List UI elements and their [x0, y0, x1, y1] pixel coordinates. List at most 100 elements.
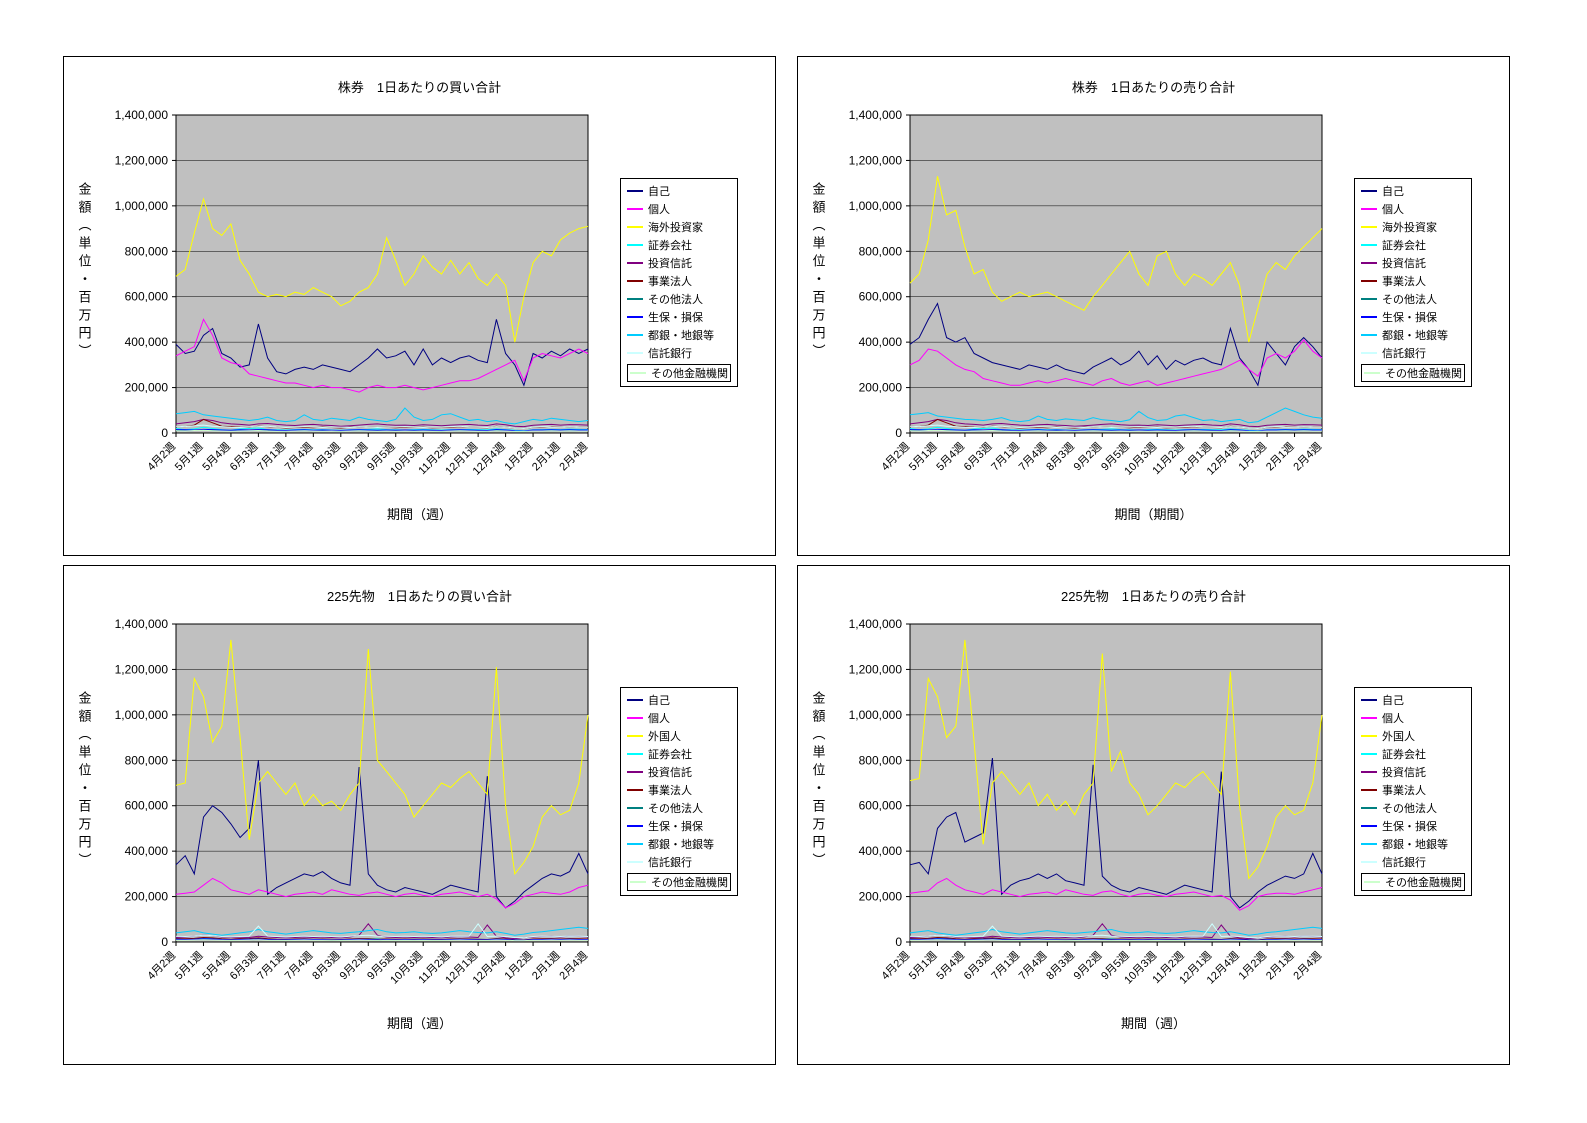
legend-swatch — [627, 842, 643, 845]
x-tick-label: 1月2週 — [1236, 949, 1269, 982]
chart-panel-futures-sell: 225先物 1日あたりの売り合計 金額（単位・百万円） 0 200,000 400,… — [797, 565, 1510, 1065]
legend-swatch — [627, 698, 643, 701]
legend-item: 生保・損保 — [627, 309, 731, 325]
x-tick-label: 8月3週 — [310, 440, 343, 473]
y-tick-label: 600,000 — [859, 290, 903, 304]
legend-swatch — [627, 261, 643, 264]
x-tick-label: 7月4週 — [282, 949, 315, 982]
legend-label: 外国人 — [648, 730, 681, 743]
plot-background — [909, 114, 1323, 434]
legend-item: その他金融機関 — [627, 872, 731, 891]
legend-item: 投資信託 — [627, 255, 731, 271]
y-tick-label: 400,000 — [125, 844, 169, 858]
chart-body: 金額（単位・百万円） 0 200,000 400,000 600,000 800,000… — [798, 612, 1509, 1010]
legend-item: 生保・損保 — [1361, 818, 1465, 834]
series-line-都銀・地銀等 — [175, 926, 589, 936]
legend-swatch — [1361, 716, 1377, 719]
legend: 自己 個人 海外投資家 証券会社 投資信託 事業法人 その他法人 生保・損保 都銀・地銀等 信託銀… — [620, 177, 738, 387]
series-line-その他金融機関 — [175, 429, 588, 432]
legend-label: その他法人 — [648, 802, 703, 815]
x-tick-label: 6月3週 — [227, 440, 260, 473]
legend-swatch — [630, 371, 646, 374]
x-tick-label: 7月4週 — [1016, 440, 1049, 473]
y-axis-title: 金額（単位・百万円） — [76, 691, 92, 871]
legend: 自己 個人 外国人 証券会社 投資信託 事業法人 その他法人 生保・損保 都銀・地銀等 信託銀行そ… — [1354, 686, 1472, 896]
y-axis-title: 金額（単位・百万円） — [76, 182, 92, 362]
plot-background — [175, 114, 589, 434]
x-tick-label: 4月2週 — [145, 440, 178, 473]
legend-item: その他法人 — [627, 291, 731, 307]
x-tick-label: 7月4週 — [282, 440, 315, 473]
legend-label: 証券会社 — [1382, 239, 1426, 252]
legend-swatch — [627, 860, 643, 863]
series-line-自己 — [909, 302, 1323, 387]
y-tick-label: 0 — [161, 935, 168, 949]
series-line-生保・損保 — [909, 938, 1322, 941]
legend-swatch — [1361, 333, 1377, 336]
legend-swatch — [630, 880, 646, 883]
legend-item: 信託銀行 — [1361, 854, 1465, 870]
legend-swatch — [627, 333, 643, 336]
legend: 自己 個人 海外投資家 証券会社 投資信託 事業法人 その他法人 生保・損保 都銀・地銀等 信託銀… — [1354, 177, 1472, 387]
x-tick-label: 9月2週 — [1071, 440, 1104, 473]
x-tick-label: 9月2週 — [337, 949, 370, 982]
legend-item: 外国人 — [1361, 728, 1465, 744]
x-tick-label: 7月1週 — [255, 440, 288, 473]
y-tick-label: 600,000 — [125, 290, 169, 304]
legend-item: 証券会社 — [627, 746, 731, 762]
legend-swatch — [627, 189, 643, 192]
chart-panel-stocks-buy: 株券 1日あたりの買い合計 金額（単位・百万円） 0 200,000 400,000… — [63, 56, 776, 556]
legend-swatch — [1361, 788, 1377, 791]
x-tick-label: 5月1週 — [906, 949, 939, 982]
legend-item: 投資信託 — [627, 764, 731, 780]
legend-swatch — [1361, 297, 1377, 300]
x-tick-label: 6月3週 — [227, 949, 260, 982]
plot-area: 0 200,000 400,000 600,000 800,000 1,000,000 1,… — [849, 108, 1325, 478]
series-line-生保・損保 — [175, 428, 588, 432]
legend-swatch — [627, 297, 643, 300]
x-axis-title: 期間（週） — [386, 507, 452, 522]
legend-label: 都銀・地銀等 — [1382, 838, 1448, 851]
x-tick-label: 2月4週 — [1291, 949, 1324, 982]
legend-label: 都銀・地銀等 — [1382, 329, 1448, 342]
legend: 自己 個人 外国人 証券会社 投資信託 事業法人 その他法人 生保・損保 都銀・地銀等 信託銀行そ… — [620, 686, 738, 896]
chart-body: 金額（単位・百万円） 0 200,000 400,000 600,000 800,000… — [64, 612, 775, 1010]
legend-swatch — [627, 279, 643, 282]
legend-label: 事業法人 — [1382, 275, 1426, 288]
legend-swatch — [1361, 752, 1377, 755]
chart-body: 金額（単位・百万円） 0 200,000 400,000 600,000 800,000… — [798, 103, 1509, 501]
y-tick-label: 1,400,000 — [849, 617, 903, 631]
x-tick-label: 7月4週 — [1016, 949, 1049, 982]
legend-label: 信託銀行 — [1382, 347, 1426, 360]
legend-swatch — [1361, 225, 1377, 228]
legend-label: その他金融機関 — [1385, 876, 1462, 889]
legend-item: 投資信託 — [1361, 255, 1465, 271]
plot-area: 0 200,000 400,000 600,000 800,000 1,000,000 1,… — [115, 617, 591, 987]
legend-swatch — [1361, 806, 1377, 809]
legend-label: 事業法人 — [648, 275, 692, 288]
chart-title: 株券 1日あたりの売り合計 — [1071, 80, 1236, 95]
y-tick-label: 800,000 — [125, 753, 169, 767]
legend-label: 証券会社 — [648, 748, 692, 761]
legend-swatch — [627, 243, 643, 246]
legend-swatch — [1361, 261, 1377, 264]
series-line-自己 — [175, 319, 589, 387]
x-tick-label: 5月4週 — [934, 440, 967, 473]
legend-swatch — [1361, 243, 1377, 246]
legend-swatch — [627, 806, 643, 809]
legend-label: 自己 — [1382, 185, 1404, 198]
series-line-都銀・地銀等 — [909, 926, 1323, 936]
y-tick-label: 800,000 — [859, 244, 903, 258]
y-tick-label: 1,400,000 — [115, 617, 169, 631]
legend-item: 個人 — [1361, 201, 1465, 217]
legend-label: 個人 — [648, 203, 670, 216]
legend-item: 外国人 — [627, 728, 731, 744]
x-tick-label: 5月4週 — [200, 440, 233, 473]
y-tick-label: 200,000 — [125, 890, 169, 904]
y-tick-label: 400,000 — [125, 335, 169, 349]
legend-label: 自己 — [648, 185, 670, 198]
legend-swatch — [1361, 860, 1377, 863]
legend-item: 投資信託 — [1361, 764, 1465, 780]
legend-swatch — [627, 752, 643, 755]
